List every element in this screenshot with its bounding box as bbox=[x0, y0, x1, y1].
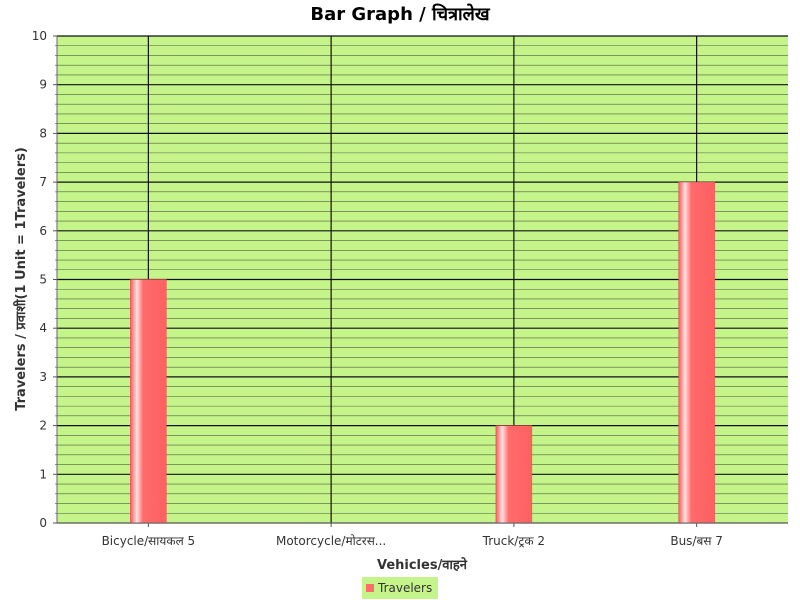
y-tick-label: 5 bbox=[39, 273, 47, 287]
y-tick-label: 6 bbox=[39, 224, 47, 238]
x-tick-label: Motorcycle/मोटरस... bbox=[276, 534, 386, 548]
legend-background bbox=[362, 577, 438, 599]
y-axis-title: Travelers / प्रवाशी(1 Unit = 1Travelers) bbox=[13, 147, 29, 411]
y-tick-label: 10 bbox=[32, 29, 47, 43]
legend: Travelers bbox=[362, 577, 438, 599]
x-axis-title: Vehicles/वाहने bbox=[377, 557, 468, 573]
y-tick-label: 8 bbox=[39, 126, 47, 140]
y-tick-label: 0 bbox=[39, 516, 47, 530]
bars bbox=[130, 181, 715, 524]
y-tick-label: 2 bbox=[39, 419, 47, 433]
chart-title: Bar Graph / चित्रालेख bbox=[310, 3, 491, 25]
legend-swatch bbox=[366, 584, 374, 592]
legend-label: Travelers bbox=[377, 581, 432, 595]
x-tick-label: Bicycle/सायकल 5 bbox=[102, 534, 196, 548]
y-tick-label: 1 bbox=[39, 467, 47, 481]
y-tick-label: 4 bbox=[39, 321, 47, 335]
y-tick-label: 3 bbox=[39, 370, 47, 384]
x-tick-label: Bus/बस 7 bbox=[670, 534, 723, 548]
y-tick-label: 7 bbox=[39, 175, 47, 189]
axes: 0 1 2 3 4 5 6 7 8 9 10 Bicycle/सायकल 5 Motorcycle/मो… bbox=[32, 29, 788, 548]
bar bbox=[678, 181, 715, 524]
bar bbox=[495, 425, 533, 524]
bar bbox=[130, 279, 167, 524]
y-tick-label: 9 bbox=[39, 78, 47, 92]
x-tick-label: Truck/ट्रक 2 bbox=[482, 534, 545, 548]
grid bbox=[57, 35, 788, 524]
